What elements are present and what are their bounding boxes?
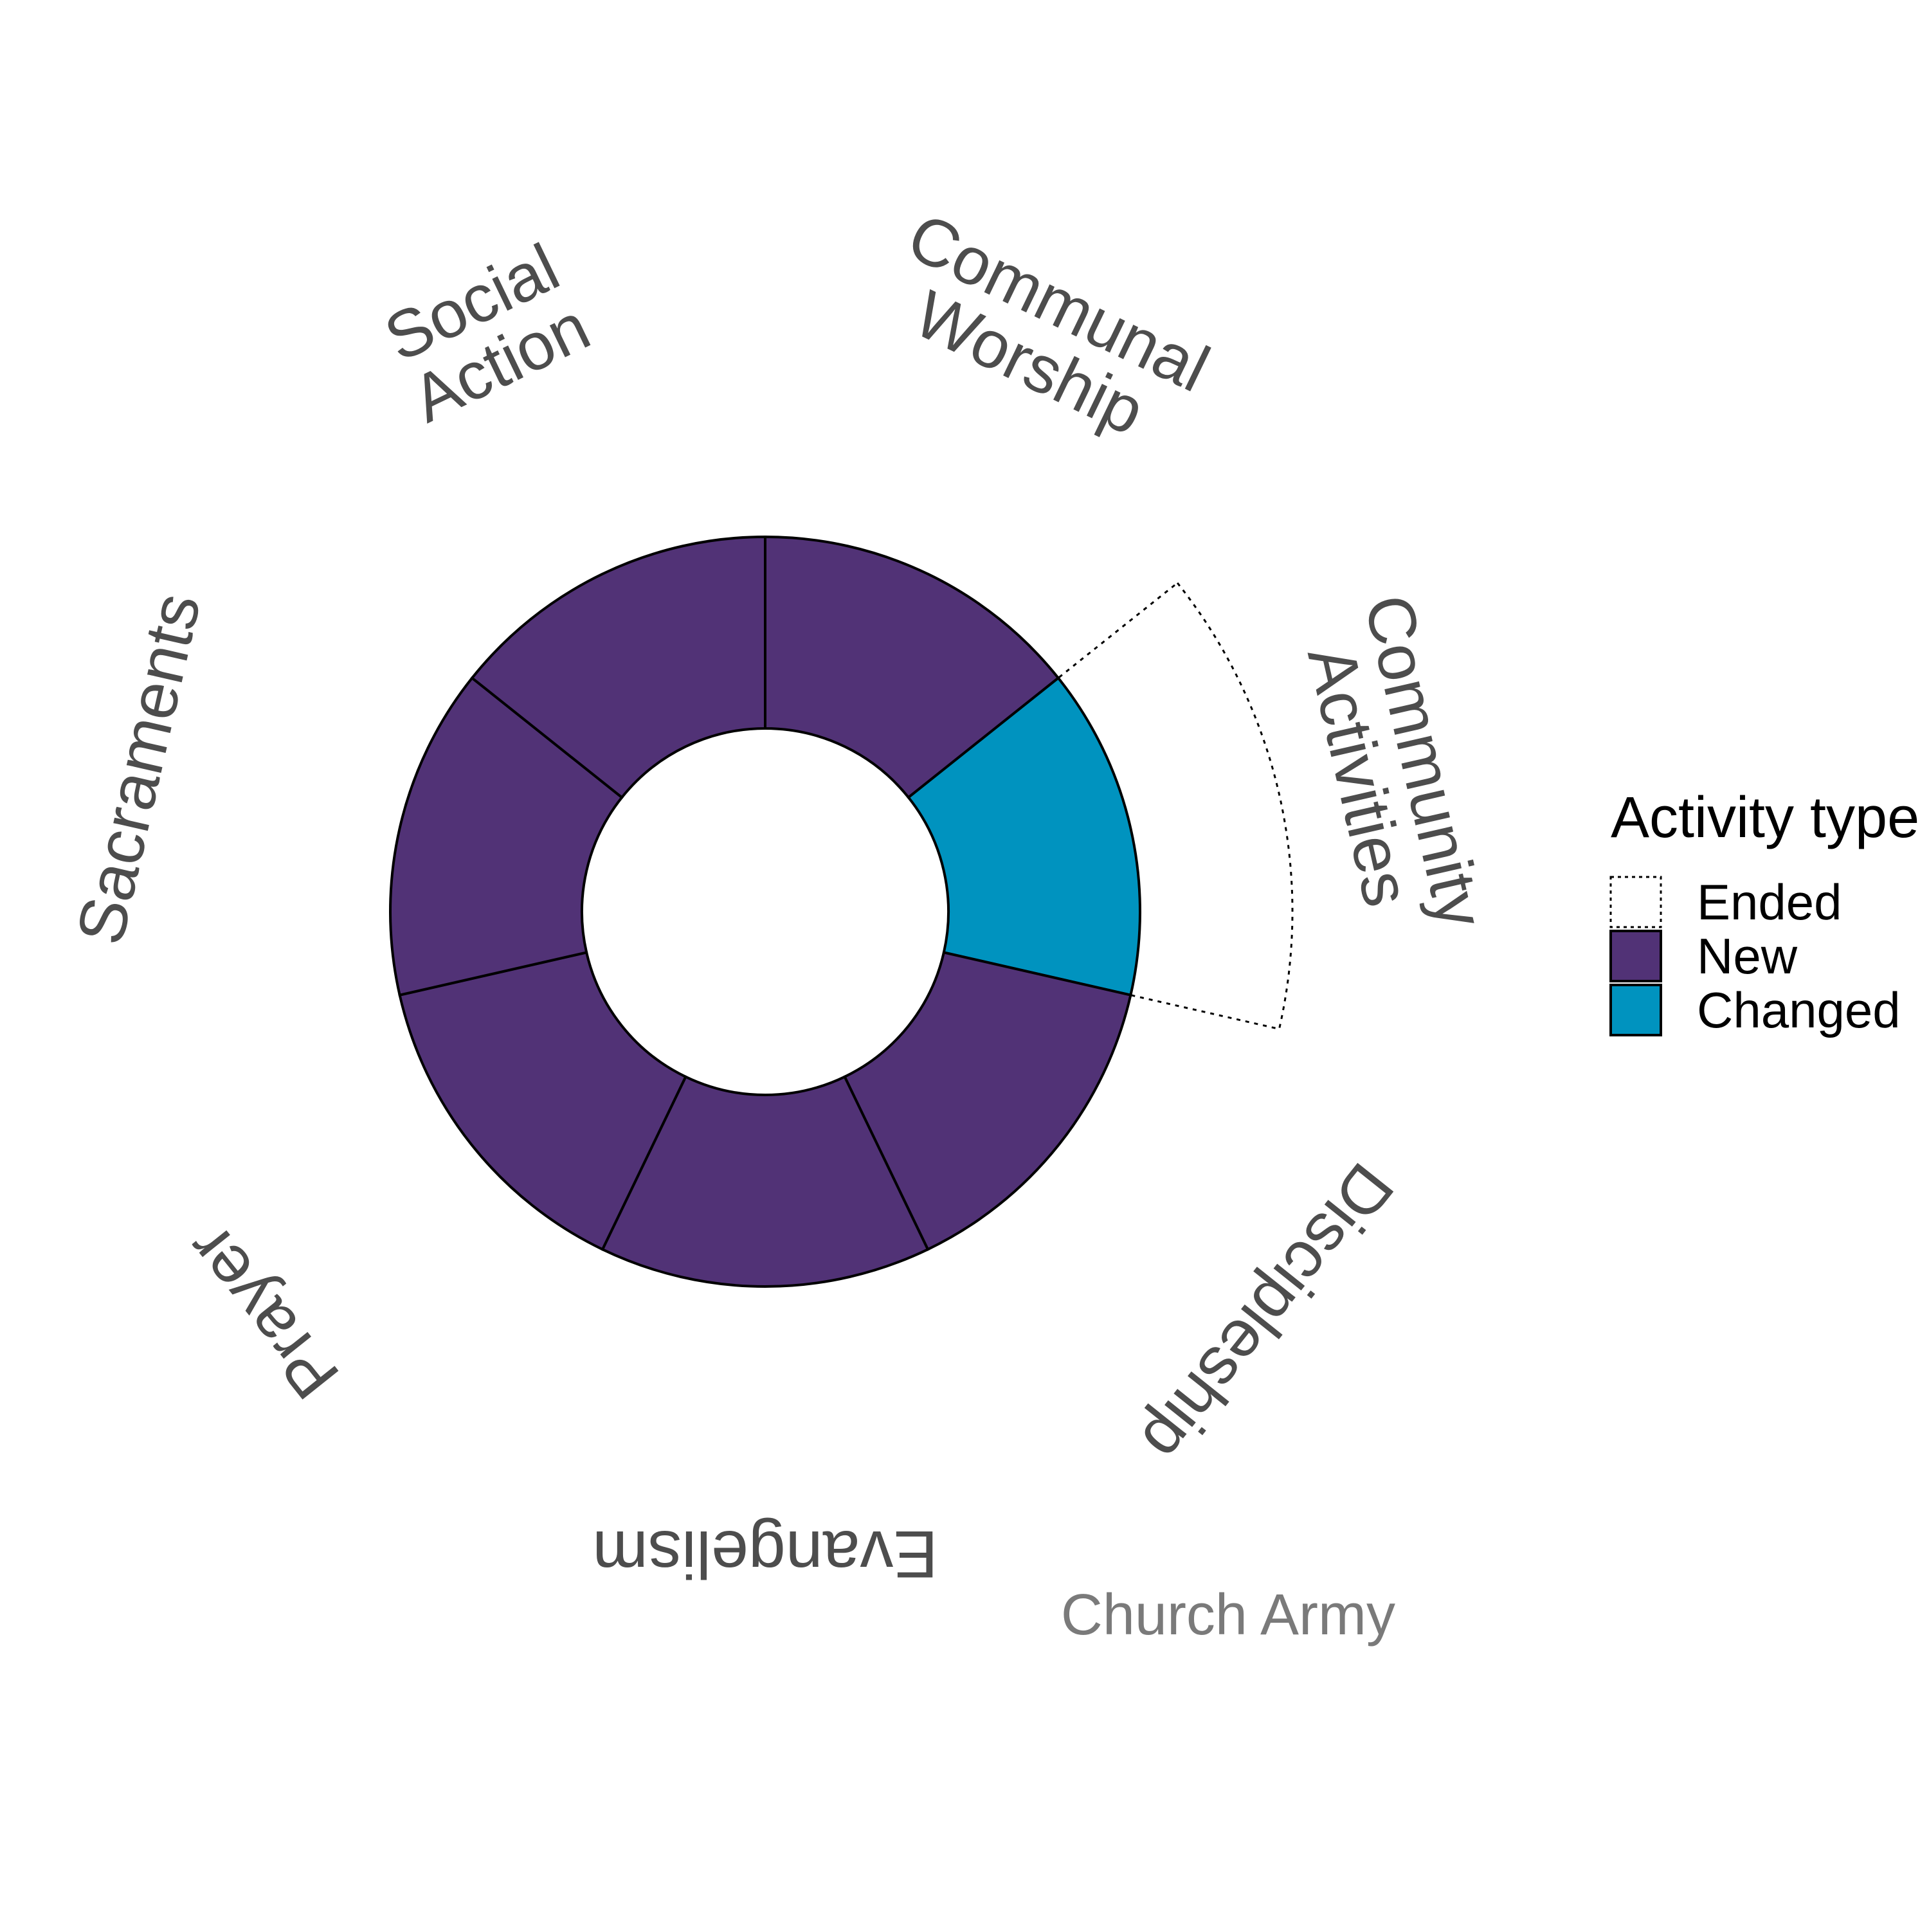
category-label-evangelism: Evangelism	[592, 1517, 938, 1591]
category-label-community-activities: CommunityActivities	[1285, 588, 1498, 950]
legend-key-new	[1609, 930, 1662, 982]
category-label-discipleship: Discipleship	[1127, 1150, 1408, 1475]
new-segment-communal-worship	[764, 535, 1060, 800]
ended-segments	[1056, 581, 1294, 1031]
new-segment-discipleship	[842, 951, 1132, 1251]
category-label-prayer: Prayer	[172, 1212, 354, 1413]
new-segment-sacraments	[389, 676, 624, 997]
legend-key-changed	[1609, 984, 1662, 1036]
changed-segment-community-activities	[907, 676, 1141, 997]
legend-key-ended	[1609, 876, 1662, 928]
legend-label-ended: Ended	[1697, 874, 1842, 930]
ended-segment-community-activities	[1056, 581, 1294, 1031]
category-label-communal-worship: CommunalWorship	[867, 199, 1220, 467]
legend-label-changed: Changed	[1697, 982, 1901, 1038]
legend-label-new: New	[1697, 928, 1798, 984]
new-segment-prayer	[398, 951, 688, 1251]
legend-title: Activity type	[1611, 786, 1919, 850]
activity-segments	[389, 535, 1141, 1288]
category-label-social-action: SocialAction	[372, 229, 601, 437]
category-label-sacraments: Sacraments	[63, 586, 215, 951]
chart-caption: Church Army	[1061, 1583, 1395, 1647]
new-segment-social-action	[470, 535, 766, 800]
new-segment-evangelism	[601, 1075, 930, 1288]
